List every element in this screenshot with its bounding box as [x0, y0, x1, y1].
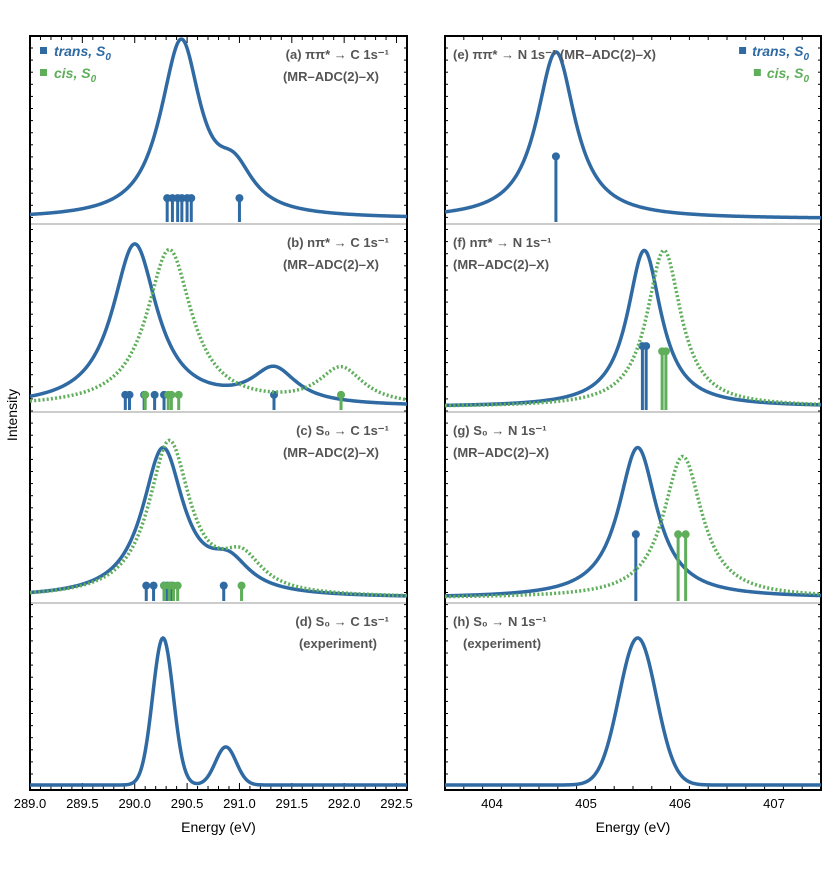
stick-cap-e-trans — [551, 152, 560, 161]
panel-label-h: (experiment) — [463, 636, 541, 651]
panel-label-b: (MR–ADC(2)–X) — [283, 257, 379, 272]
spectrum-line-d-trans — [29, 636, 408, 787]
legend-text: trans, S0 — [54, 43, 111, 63]
legend-swatch — [40, 69, 47, 76]
spectrum-line-f-cis — [444, 248, 822, 408]
x-axis-label: Energy (eV) — [181, 819, 256, 835]
stick-cap-f-trans — [642, 342, 651, 351]
panel-label-a: (MR–ADC(2)–X) — [283, 69, 379, 84]
stick-cap-b-cis — [337, 390, 346, 399]
x-tick-label: 292.5 — [380, 796, 413, 811]
x-axis-label: Energy (eV) — [596, 819, 671, 835]
stick-cap-b-cis — [141, 390, 150, 399]
panel-label-d: (d) S₀ → C 1s⁻¹ — [295, 614, 389, 629]
stick-cap-c-cis — [173, 581, 182, 590]
stick-cap-c-trans — [142, 581, 151, 590]
spectrum-line-h-trans — [444, 636, 822, 787]
stick-cap-b-trans — [125, 390, 134, 399]
legend-swatch — [753, 69, 761, 76]
x-tick-label: 405 — [575, 796, 597, 811]
panel-label-h: (h) S₀ → N 1s⁻¹ — [453, 614, 547, 629]
panel-label-g: (g) S₀ → N 1s⁻¹ — [453, 423, 547, 438]
legend-swatch — [739, 47, 747, 54]
legend-text: cis, S0 — [54, 65, 97, 85]
x-tick-label: 404 — [481, 796, 503, 811]
stick-cap-c-trans — [149, 581, 158, 590]
x-tick-label: 290.0 — [118, 796, 151, 811]
spectrum-line-c-trans — [29, 445, 408, 598]
spectrum-line-f-trans — [444, 248, 822, 408]
stick-cap-a-trans — [187, 194, 196, 203]
x-tick-label: 291.5 — [276, 796, 309, 811]
legend-trans-right: trans, S0 — [739, 43, 809, 63]
x-tick-label: 407 — [763, 796, 785, 811]
legend-cis-right: cis, S0 — [753, 65, 810, 85]
panel-label-c: (c) S₀ → C 1s⁻¹ — [296, 423, 389, 438]
spectrum-line-b-trans — [29, 242, 408, 406]
stick-cap-g-trans — [631, 530, 640, 539]
panel-label-f: (MR–ADC(2)–X) — [453, 257, 549, 272]
spectrum-line-a-trans — [29, 37, 408, 219]
legend-text: trans, S0 — [752, 43, 809, 63]
stick-cap-b-trans — [150, 390, 159, 399]
x-tick-label: 291.0 — [223, 796, 256, 811]
panel-label-e: (e) ππ* → N 1s⁻¹ (MR–ADC(2)–X) — [453, 47, 656, 62]
x-tick-label: 290.5 — [171, 796, 204, 811]
x-tick-label: 406 — [669, 796, 691, 811]
stick-cap-b-cis — [167, 390, 176, 399]
panel-label-a: (a) ππ* → C 1s⁻¹ — [286, 47, 389, 62]
legend-cis-left: cis, S0 — [40, 65, 97, 85]
x-tick-label: 289.5 — [66, 796, 99, 811]
y-axis-label: Intensity — [4, 389, 20, 441]
stick-cap-b-cis — [174, 390, 183, 399]
panel-label-g: (MR–ADC(2)–X) — [453, 445, 549, 460]
spectrum-line-b-cis — [29, 247, 408, 403]
stick-cap-f-cis — [661, 347, 670, 356]
stick-cap-g-cis — [674, 530, 683, 539]
panel-label-d: (experiment) — [299, 636, 377, 651]
x-tick-label: 292.0 — [328, 796, 361, 811]
panel-label-b: (b) nπ* → C 1s⁻¹ — [287, 235, 389, 250]
stick-cap-a-trans — [235, 194, 244, 203]
legend-trans-left: trans, S0 — [40, 43, 111, 63]
panel-label-c: (MR–ADC(2)–X) — [283, 445, 379, 460]
stick-cap-c-cis — [237, 581, 246, 590]
panel-label-f: (f) nπ* → N 1s⁻¹ — [453, 235, 551, 250]
spectrum-line-g-trans — [444, 445, 822, 598]
spectrum-line-e-trans — [444, 50, 822, 220]
stick-cap-c-trans — [219, 581, 228, 590]
stick-cap-g-cis — [681, 530, 690, 539]
spectrum-line-c-cis — [29, 438, 408, 598]
legend-swatch — [40, 47, 47, 54]
x-tick-label: 289.0 — [14, 796, 47, 811]
legend-text: cis, S0 — [767, 65, 810, 85]
spectrum-line-g-cis — [444, 454, 822, 599]
